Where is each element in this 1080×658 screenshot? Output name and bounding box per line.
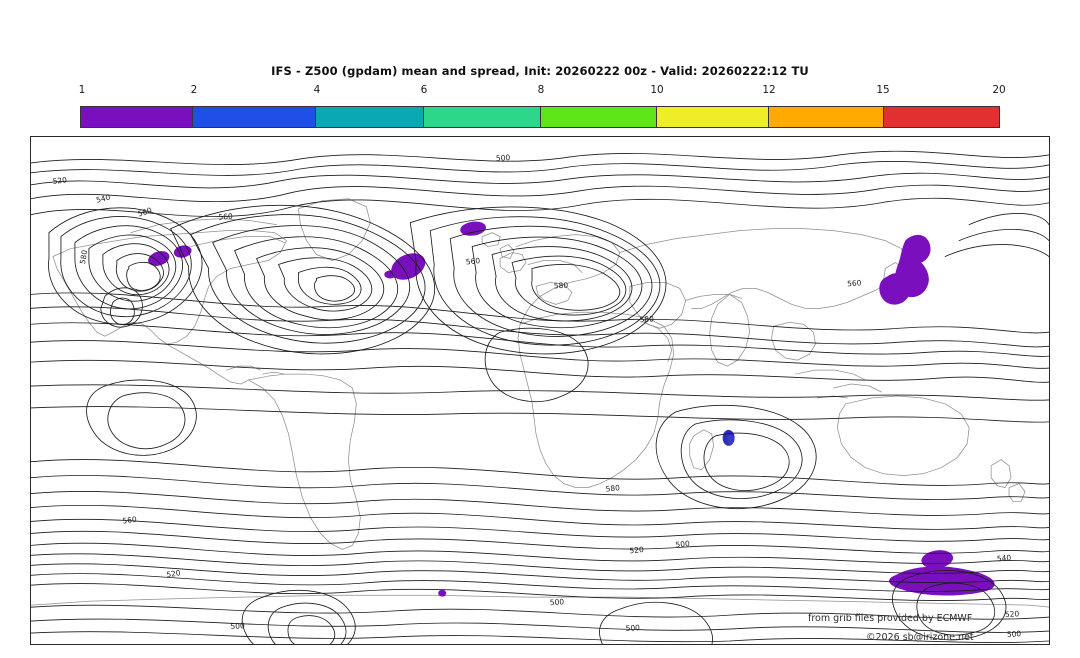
spread-patch bbox=[438, 589, 447, 597]
map-canvas: 520 540 560 580 560 560 500 580 580 560 … bbox=[31, 150, 1049, 644]
colorbar-segment-0 bbox=[81, 107, 194, 127]
contour-label: 520 bbox=[629, 545, 644, 555]
page-title: IFS - Z500 (gpdam) mean and spread, Init… bbox=[271, 64, 809, 78]
spread-patch bbox=[727, 434, 735, 445]
colorbar-segment-4 bbox=[540, 107, 658, 127]
colorbar-tick-1: 1 bbox=[78, 84, 86, 96]
contour-label: 500 bbox=[625, 623, 640, 633]
contour-label: 560 bbox=[465, 256, 480, 266]
contour-labels-layer: 520 540 560 580 560 560 500 580 580 560 … bbox=[52, 153, 1021, 639]
colorbar-segment-7 bbox=[883, 107, 999, 127]
contour-label: 560 bbox=[137, 206, 154, 219]
colorbar-tick-6: 6 bbox=[420, 84, 428, 96]
contour-label: 520 bbox=[52, 175, 67, 185]
map-panel: 520 540 560 580 560 560 500 580 580 560 … bbox=[30, 136, 1050, 645]
colorbar-segment-2 bbox=[316, 107, 424, 127]
spread-patch bbox=[384, 270, 397, 279]
contour-label: 560 bbox=[218, 212, 233, 222]
colorbar-tick-labels: 1 2 4 6 8 10 12 15 20 bbox=[0, 84, 1080, 100]
colorbar bbox=[80, 106, 1000, 128]
spread-patch bbox=[391, 253, 426, 280]
spread-patch bbox=[460, 221, 487, 236]
copyright-credit: ©2026 sb@irizone.net bbox=[866, 632, 974, 643]
coastlines-layer bbox=[31, 198, 1049, 608]
contour-label: 520 bbox=[166, 568, 182, 579]
colorbar-segments bbox=[80, 106, 1000, 128]
contour-label: 540 bbox=[996, 553, 1011, 563]
spread-patch bbox=[921, 550, 954, 569]
contour-label: 500 bbox=[549, 597, 564, 607]
spread-patch bbox=[879, 273, 911, 305]
colorbar-segment-1 bbox=[193, 107, 317, 127]
contour-layer bbox=[31, 150, 1049, 644]
contour-label: 500 bbox=[675, 539, 690, 549]
colorbar-tick-2: 2 bbox=[190, 84, 198, 96]
colorbar-tick-8: 8 bbox=[537, 84, 545, 96]
contour-label: 500 bbox=[230, 621, 245, 631]
contour-label: 580 bbox=[605, 483, 620, 493]
colorbar-tick-12: 12 bbox=[762, 84, 776, 96]
contour-label: 580 bbox=[78, 249, 89, 265]
contour-label: 560 bbox=[122, 515, 138, 526]
contour-label: 560 bbox=[847, 278, 862, 288]
spread-shading-layer bbox=[148, 221, 995, 597]
colorbar-tick-10: 10 bbox=[650, 84, 664, 96]
contour-label: 580 bbox=[554, 281, 569, 291]
colorbar-tick-20: 20 bbox=[992, 84, 1006, 96]
contour-label: 540 bbox=[95, 192, 111, 204]
source-credit: from grib files provided by ECMWF bbox=[808, 613, 973, 624]
contour-label: 520 bbox=[1005, 609, 1020, 619]
contour-label: 580 bbox=[639, 314, 654, 324]
colorbar-segment-5 bbox=[657, 107, 770, 127]
contour-label: 500 bbox=[496, 153, 511, 163]
colorbar-tick-15: 15 bbox=[876, 84, 890, 96]
spread-patch bbox=[148, 251, 170, 266]
colorbar-tick-4: 4 bbox=[313, 84, 321, 96]
colorbar-segment-3 bbox=[423, 107, 541, 127]
colorbar-segment-6 bbox=[769, 107, 884, 127]
contour-label: 500 bbox=[1007, 629, 1022, 639]
